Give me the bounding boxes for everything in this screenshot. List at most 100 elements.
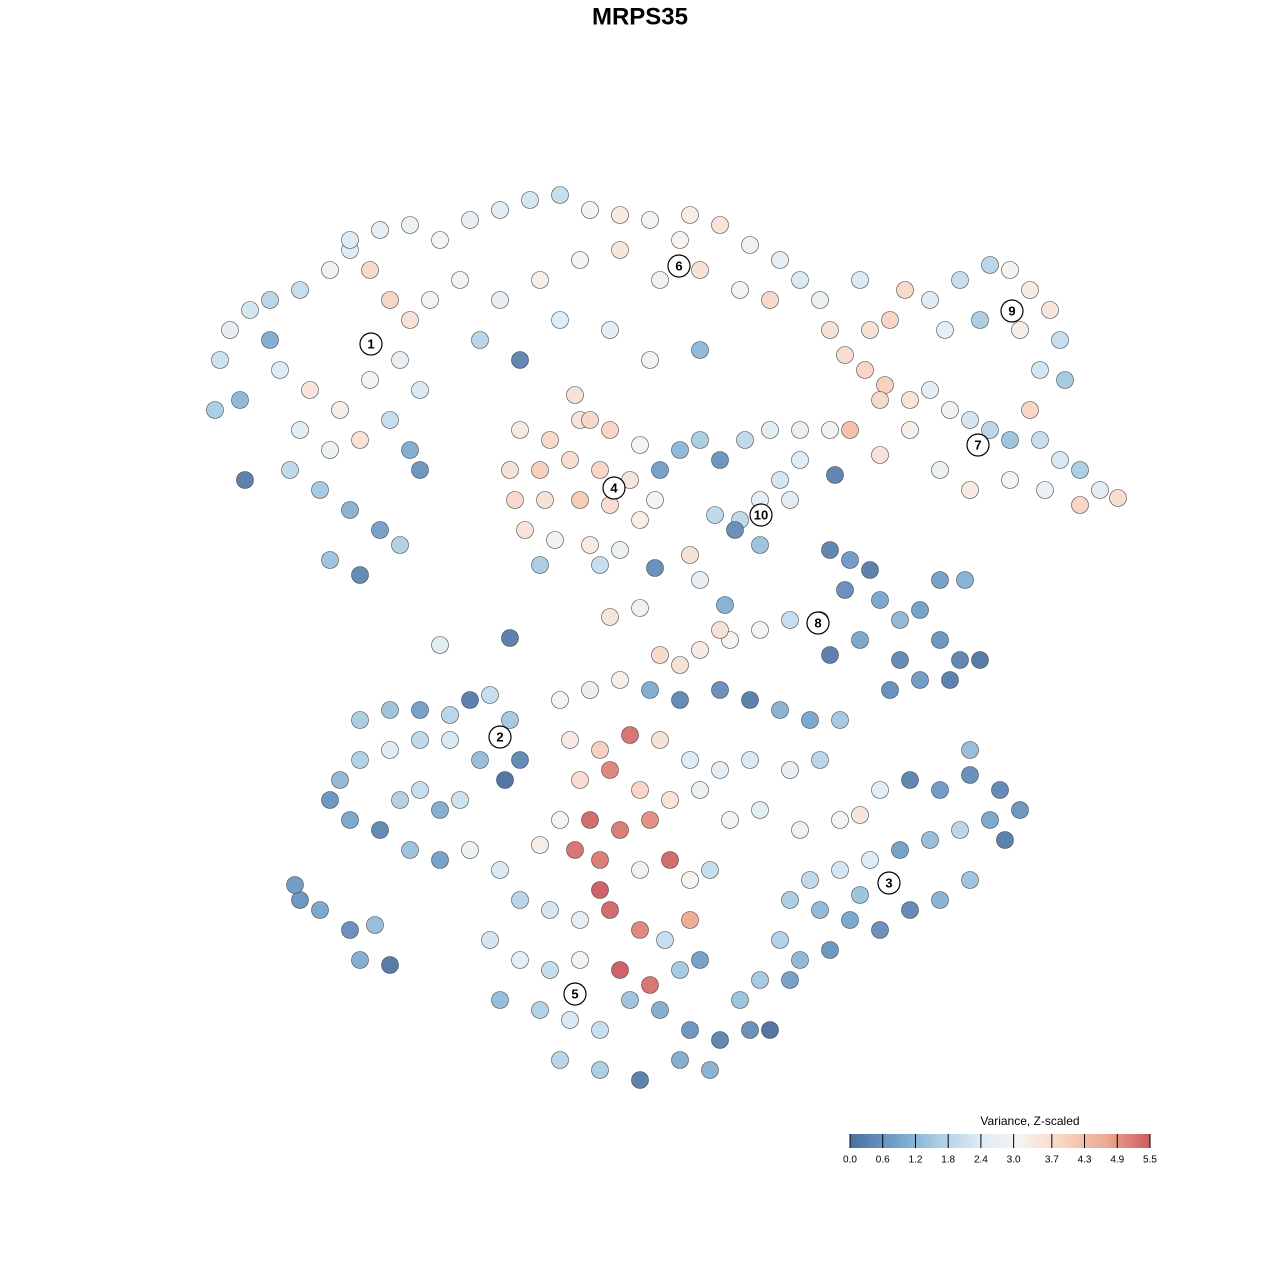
point [1021,401,1039,419]
point [851,886,869,904]
point [501,629,519,647]
point [571,771,589,789]
point [971,311,989,329]
point [451,791,469,809]
point [481,931,499,949]
point [781,761,799,779]
point [1051,451,1069,469]
point [511,891,529,909]
cluster-label: 1 [367,336,374,351]
point [431,231,449,249]
point [206,401,224,419]
point [836,581,854,599]
point [536,491,554,509]
colorbar-tick-label: 1.8 [941,1155,955,1166]
point [706,506,724,524]
point [451,271,469,289]
point [521,191,539,209]
point [821,421,839,439]
point [391,791,409,809]
point [656,931,674,949]
point [261,331,279,349]
cluster-badge [966,433,990,457]
point [421,291,439,309]
point [491,201,509,219]
point [501,711,519,729]
colorbar-tick-label: 4.3 [1078,1155,1092,1166]
point [631,781,649,799]
point [511,751,529,769]
point [631,1071,649,1089]
point [936,321,954,339]
cluster-label: 4 [610,480,618,495]
point [381,956,399,974]
colorbar [850,1134,1150,1148]
point [281,461,299,479]
cluster-label: 5 [571,986,578,1001]
point [511,421,529,439]
point [911,671,929,689]
cluster-labels: 1 2 3 4 5 6 7 8 9 10 [359,254,1024,1006]
colorbar-tick-label: 5.5 [1143,1155,1157,1166]
point [311,481,329,499]
point [541,431,559,449]
point [911,601,929,619]
point [701,861,719,879]
point [781,611,799,629]
point [761,421,779,439]
point [611,821,629,839]
point [321,791,339,809]
point [581,811,599,829]
point [811,751,829,769]
point [681,1021,699,1039]
point [631,599,649,617]
point [571,251,589,269]
point [931,631,949,649]
point [771,251,789,269]
point [301,381,319,399]
point [691,951,709,969]
point [331,401,349,419]
point [871,781,889,799]
point [871,591,889,609]
point [641,811,659,829]
point [581,681,599,699]
point [811,901,829,919]
point [981,811,999,829]
point [591,881,609,899]
cluster-badge [877,871,901,895]
point [491,991,509,1009]
point [751,971,769,989]
point [981,421,999,439]
point [711,761,729,779]
point [601,901,619,919]
point [621,726,639,744]
point [791,271,809,289]
point [381,701,399,719]
point [351,951,369,969]
point [646,559,664,577]
point [791,821,809,839]
point [741,1021,759,1039]
point [591,461,609,479]
point [661,851,679,869]
point [401,311,419,329]
point [371,821,389,839]
point [681,546,699,564]
point [811,291,829,309]
point [611,961,629,979]
point [841,911,859,929]
point [581,411,599,429]
point [511,951,529,969]
point [351,751,369,769]
point [286,876,304,894]
point [831,811,849,829]
point [921,291,939,309]
point [331,771,349,789]
point [831,861,849,879]
point [661,791,679,809]
point [1071,496,1089,514]
cluster-label: 10 [754,507,768,522]
point [896,281,914,299]
